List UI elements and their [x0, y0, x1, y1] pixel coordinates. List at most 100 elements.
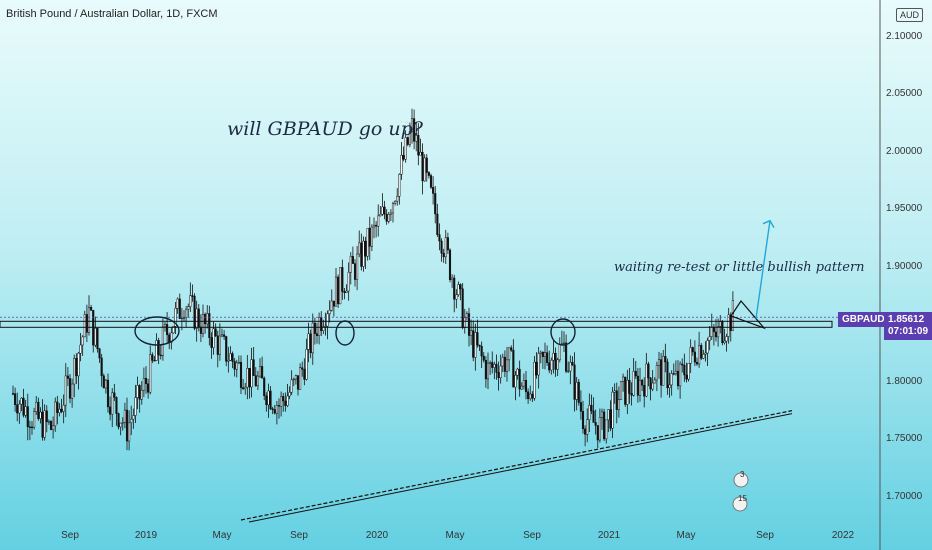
resistance-zone[interactable] [0, 320, 833, 328]
highlight-circle[interactable] [134, 316, 180, 346]
trendline-dashed[interactable] [240, 410, 793, 521]
candle-body [328, 310, 331, 315]
candle-body [104, 379, 107, 389]
candle-body [81, 336, 84, 346]
candle-body [567, 370, 570, 373]
x-tick-label: May [212, 530, 232, 541]
candle-body [516, 368, 519, 376]
candle-body [497, 372, 500, 379]
candle-body [60, 408, 63, 412]
x-tick-label: 2020 [365, 530, 389, 541]
candle-body [674, 370, 677, 374]
candle-body [115, 397, 118, 414]
candle-body [613, 390, 616, 393]
candle-body [533, 361, 536, 399]
event-icon[interactable] [732, 496, 748, 512]
event-count-b[interactable]: 15 [738, 494, 747, 503]
candle-body [440, 240, 443, 254]
candle-body [432, 187, 435, 194]
candle-body [189, 295, 192, 307]
candle-body [577, 381, 580, 403]
event-icon[interactable] [733, 472, 749, 488]
y-tick-label: 1.80000 [886, 375, 923, 387]
candle-body [277, 405, 281, 407]
candle-body [381, 206, 384, 215]
candle-body [248, 368, 251, 388]
candle-body [558, 344, 561, 361]
candle-body [465, 313, 468, 318]
highlight-circle[interactable] [335, 320, 355, 346]
candle-body [455, 294, 458, 300]
candle-body [299, 367, 302, 390]
candle-body [438, 234, 441, 242]
candle-body [622, 376, 625, 382]
event-count-a[interactable]: 3 [740, 470, 745, 479]
candle-body [676, 370, 680, 387]
candle-body [685, 374, 688, 380]
candle-body [153, 360, 156, 362]
candle-body [375, 224, 378, 227]
price-badge: 1.85612 07:01:09 [884, 312, 932, 340]
candle-body [75, 358, 78, 377]
y-tick-label: 2.10000 [886, 30, 923, 42]
candle-body [550, 359, 553, 371]
target-arrow-shaft[interactable] [755, 220, 771, 319]
candle-body [649, 377, 652, 390]
candle-body [330, 300, 333, 311]
candle-body [106, 379, 110, 408]
candle-body [575, 381, 578, 400]
currency-label[interactable]: AUD [896, 8, 924, 22]
candle-body [41, 411, 44, 438]
candle-body [193, 295, 196, 329]
candle-body [125, 409, 129, 442]
candle-body [123, 409, 126, 423]
x-tick-label: Sep [756, 530, 774, 541]
candle-body [643, 385, 646, 397]
candle-body [505, 359, 509, 372]
candle-body [619, 381, 623, 400]
candle-body [356, 253, 359, 280]
candle-body [45, 410, 48, 423]
triangle-pattern[interactable] [730, 300, 766, 330]
candle-body [552, 353, 555, 361]
candle-body [527, 391, 530, 399]
candle-body [387, 213, 390, 222]
candle-body [144, 378, 148, 385]
candle-body [347, 271, 350, 292]
candle-body [214, 328, 217, 337]
candle-body [628, 379, 631, 394]
candle-body [130, 418, 133, 424]
candle-body [341, 267, 344, 292]
candle-body [508, 347, 511, 361]
candle-body [486, 362, 490, 380]
candle-body [172, 326, 175, 334]
target-arrow-head[interactable] [762, 219, 775, 229]
candle-body [43, 410, 46, 438]
candle-body [691, 347, 694, 353]
candle-body [345, 290, 348, 293]
candle-body [503, 356, 506, 372]
candle-body [410, 118, 414, 132]
candle-body [263, 377, 266, 397]
candle-body [710, 326, 713, 337]
candle-body [693, 351, 696, 363]
candle-body [267, 390, 270, 406]
candle-body [337, 276, 340, 305]
candle-body [617, 399, 620, 410]
candle-body [239, 361, 243, 388]
trendline-solid[interactable] [248, 413, 793, 523]
candle-body [408, 131, 411, 145]
candle-body [149, 354, 152, 393]
candle-body [672, 373, 675, 375]
candle-body [358, 242, 361, 255]
highlight-circle[interactable] [550, 318, 576, 346]
candle-body [132, 415, 135, 420]
candle-body [79, 344, 82, 354]
candle-body [142, 378, 145, 391]
candle-body [396, 196, 399, 202]
candle-body [71, 383, 74, 399]
candle-body [258, 366, 262, 377]
candle-body [24, 406, 27, 416]
candle-body [636, 375, 639, 396]
